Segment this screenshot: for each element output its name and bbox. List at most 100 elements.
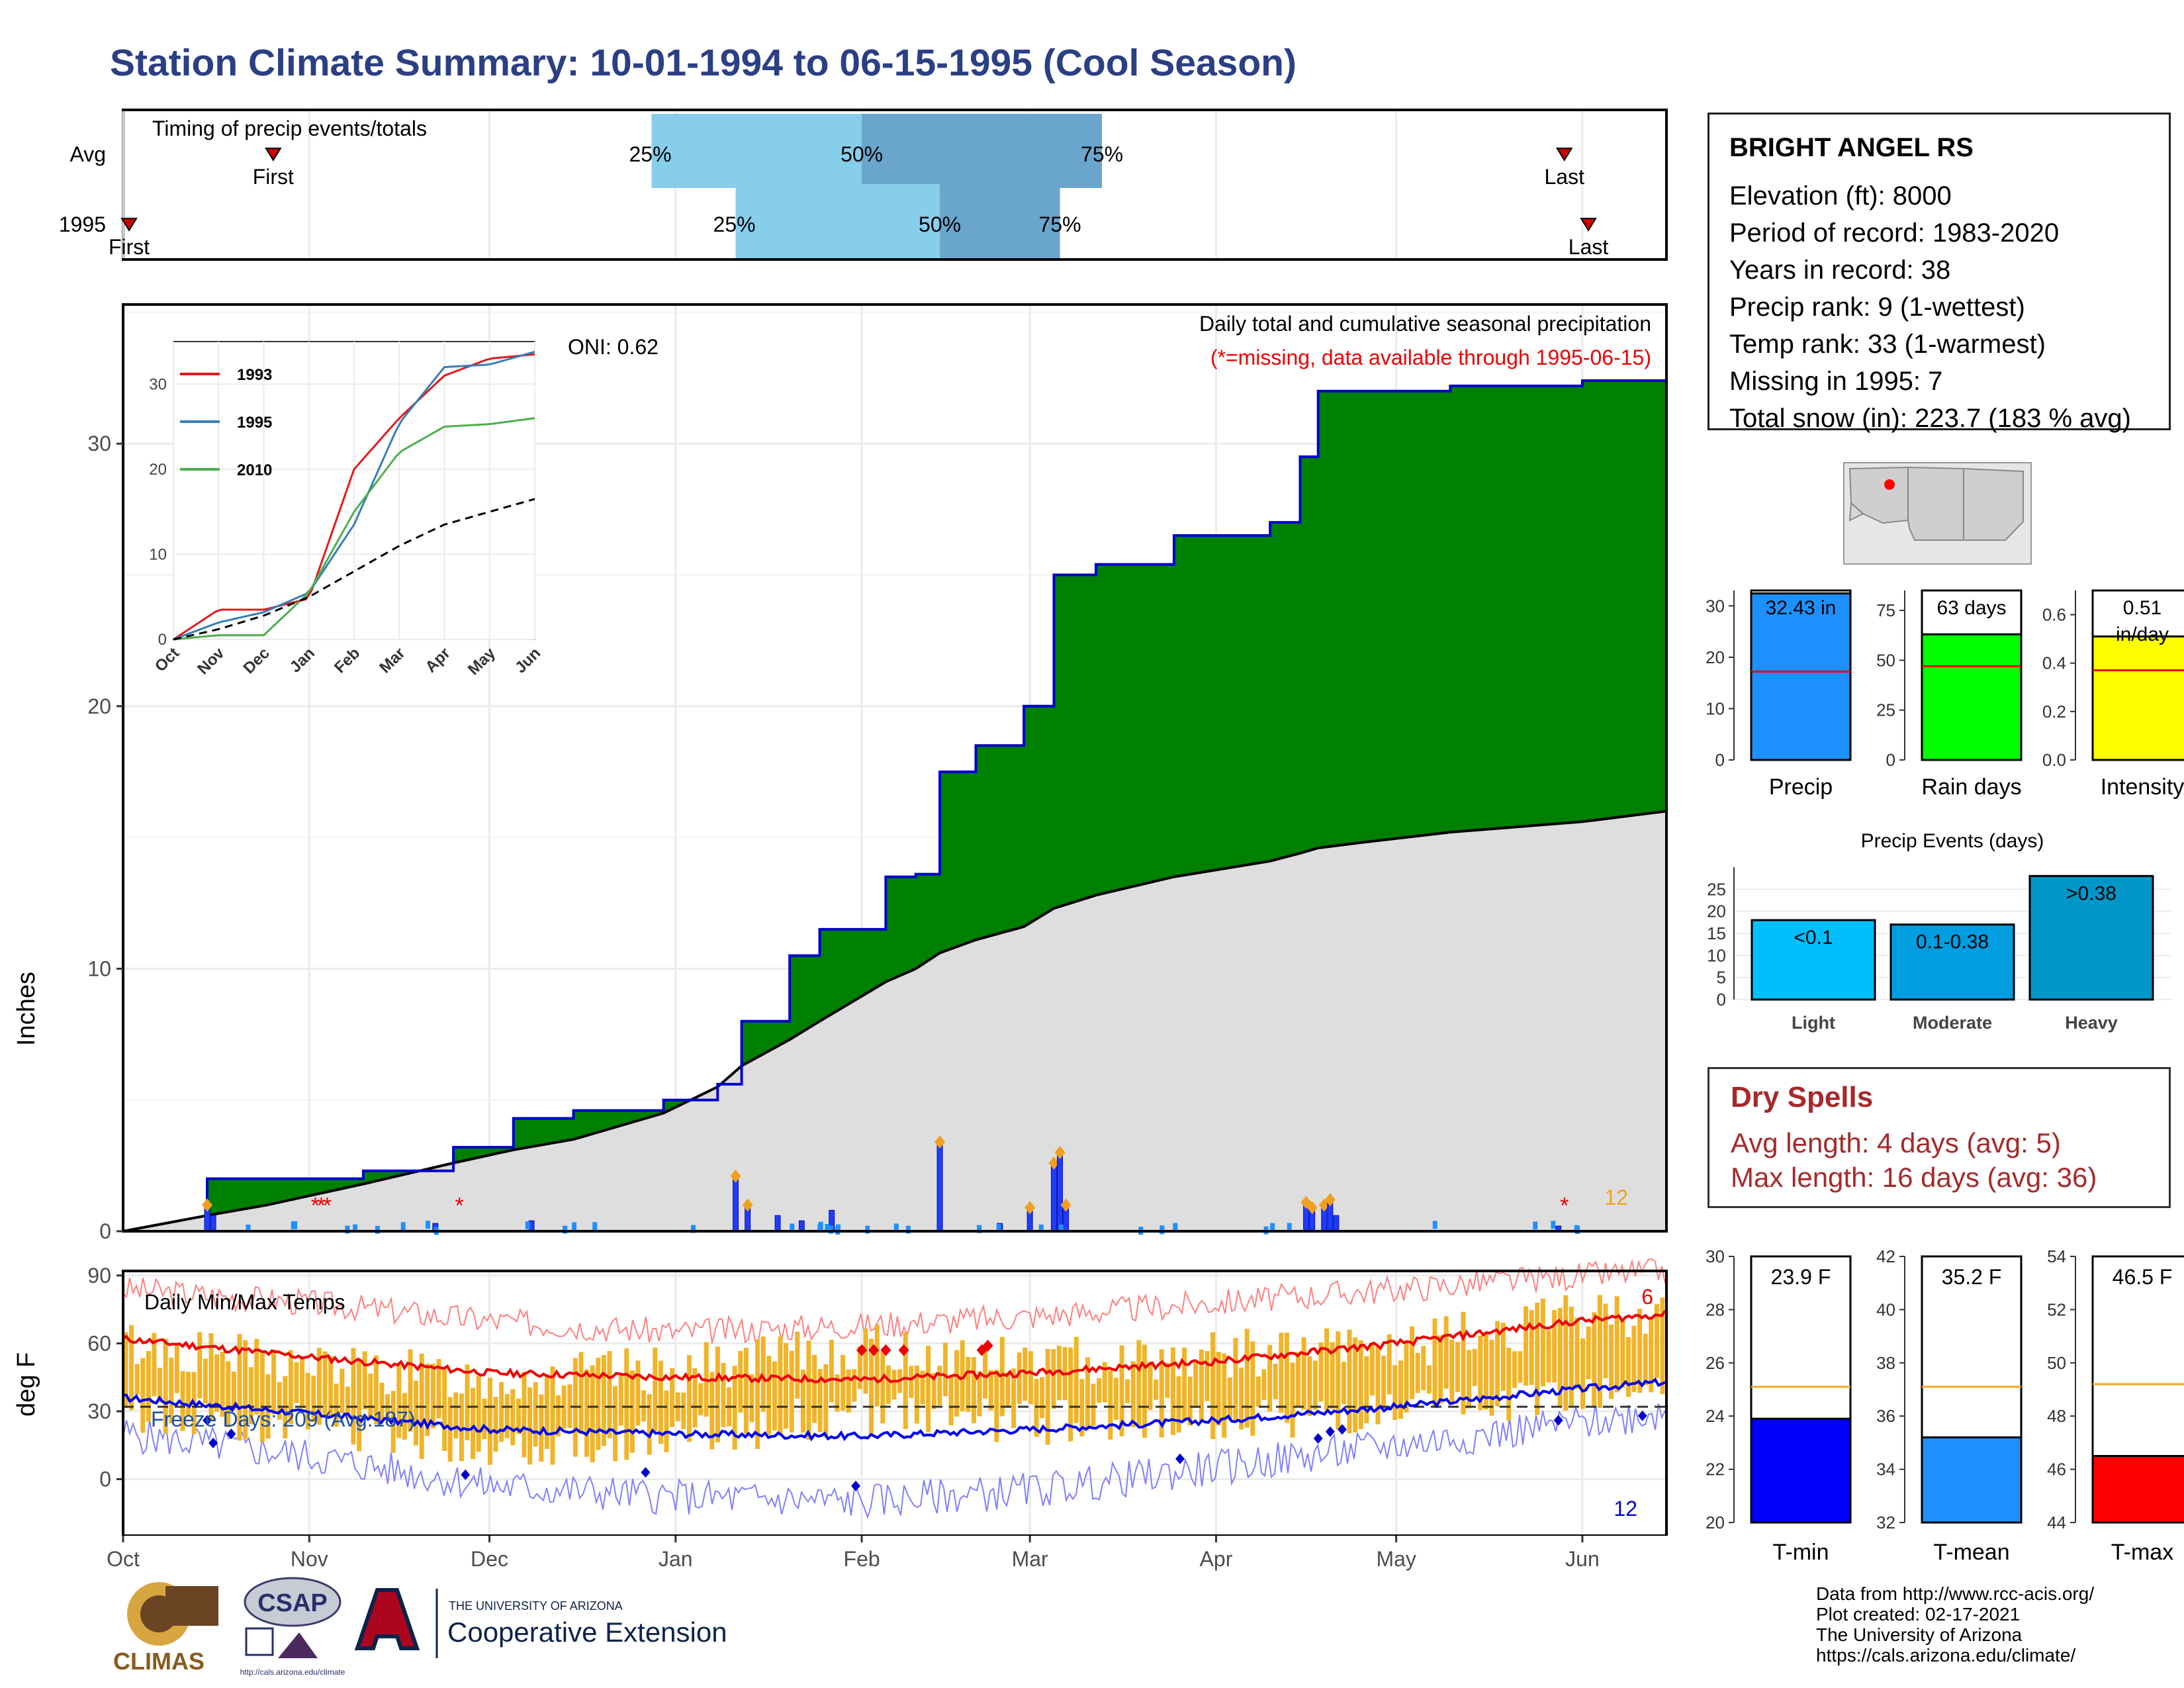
temp-ytick-label: 0 (99, 1468, 111, 1491)
ua-big-text: Cooperative Extension (447, 1617, 727, 1648)
temp-ytick-label: 60 (87, 1331, 111, 1355)
daily-precip-small-bar (246, 1224, 251, 1233)
daily-temp-range-bar (715, 1346, 720, 1442)
daily-temp-range-bar (180, 1371, 185, 1431)
daily-temp-range-bar (561, 1385, 567, 1429)
daily-temp-range-bar (334, 1383, 339, 1427)
inset-series-line (173, 417, 535, 641)
precip-events-chart: Precip Events (days) 0510152025<0.1Light… (1707, 830, 2171, 1033)
temp-ylabel: deg F (13, 1352, 40, 1417)
daily-precip-peak-marker (934, 1135, 946, 1149)
daily-precip-small-bar (825, 1223, 830, 1232)
daily-precip-small-bar (1574, 1225, 1579, 1233)
daily-temp-range-bar (493, 1397, 498, 1452)
daily-temp-range-bar (1097, 1378, 1102, 1403)
timing-q50-label: 50% (919, 212, 961, 236)
temp-summary-bar-tmax (2091, 1455, 2184, 1524)
daily-temp-range-bar (544, 1375, 549, 1449)
daily-temp-range-bar (1369, 1344, 1375, 1396)
daily-precip-small-bar (836, 1224, 841, 1233)
daily-temp-range-bar (1631, 1325, 1637, 1392)
precip-title: Daily total and cumulative seasonal prec… (1199, 312, 1651, 336)
daily-temp-range-bar (1091, 1383, 1096, 1427)
timing-box-upper (862, 114, 1103, 188)
daily-temp-range-bar (1113, 1378, 1118, 1420)
ua-small-text: THE UNIVERSITY OF ARIZONA (449, 1599, 623, 1613)
daily-temp-range-bar (1119, 1345, 1124, 1436)
daily-temp-range-bar (857, 1346, 862, 1389)
summary-ytick-label: 75 (1876, 600, 1895, 620)
dry-spells-max: Max length: 16 days (avg: 36) (1731, 1162, 2097, 1193)
summary-ytick-label: 10 (1706, 698, 1725, 718)
events-ytick-label: 20 (1707, 902, 1726, 921)
daily-temp-range-bar (340, 1368, 345, 1414)
month-label: Jan (659, 1547, 693, 1571)
daily-temp-range-bar (442, 1367, 447, 1451)
daily-temp-range-bar (1569, 1307, 1574, 1406)
dry-spells-avg: Avg length: 4 days (avg: 5) (1731, 1127, 2061, 1158)
temp-summary-ytick-label: 50 (2047, 1353, 2066, 1373)
daily-temp-range-bar (829, 1339, 834, 1403)
daily-precip-small-bar (375, 1225, 380, 1234)
daily-precip-peak-marker (1324, 1193, 1336, 1207)
timing-first-label: First (253, 165, 294, 189)
record-low-marker (1313, 1432, 1323, 1444)
station-temp-rank: Temp rank: 33 (1-warmest) (1729, 330, 2046, 359)
daily-precip-small-bar (1287, 1223, 1292, 1231)
csap-url: http://cals.arizona.edu/climate (240, 1667, 345, 1677)
average-precip-area (123, 811, 1666, 1231)
daily-temp-range-bar (988, 1370, 993, 1411)
daily-temp-range-bar (527, 1387, 533, 1465)
daily-precip-small-bar (525, 1221, 530, 1230)
daily-temp-range-bar (123, 1332, 128, 1408)
events-ytick-label: 15 (1707, 923, 1726, 943)
daily-temp-range-bar (1102, 1362, 1107, 1403)
daily-temp-range-bar (1130, 1361, 1136, 1427)
temp-summary-ytick-label: 40 (1876, 1299, 1895, 1319)
events-category-label: Moderate (1913, 1013, 1992, 1033)
daily-temp-range-bar (1233, 1338, 1238, 1421)
events-bar-label: 0.1-0.38 (1916, 931, 1989, 953)
daily-temp-range-bar (288, 1350, 293, 1425)
daily-temp-range-bar (1438, 1335, 1443, 1404)
daily-precip-peak-marker (1060, 1198, 1071, 1212)
summary-bar-intensity (2091, 635, 2184, 761)
daily-precip-bar (1050, 1162, 1057, 1232)
page-title: Station Climate Summary: 10-01-1994 to 0… (110, 42, 1297, 84)
record-low-marker (641, 1467, 651, 1478)
events-ytick-label: 25 (1707, 879, 1726, 899)
season-summary-bars: 0 10 20 30 32.43 in Precip 0 25 50 75 63 days Rain … (1706, 589, 2184, 800)
daily-temp-range-bar (134, 1364, 140, 1395)
record-low-marker (1338, 1424, 1347, 1435)
daily-temp-range-bar (220, 1351, 225, 1417)
daily-precip-small-bar (996, 1224, 1001, 1233)
daily-temp-range-bar (1011, 1368, 1017, 1429)
daily-temp-range-bar (1154, 1379, 1159, 1400)
daily-temp-range-bar (459, 1393, 464, 1462)
daily-temp-range-bar (1461, 1311, 1466, 1415)
daily-temp-range-bar (208, 1333, 214, 1421)
daily-temp-range-bar (408, 1349, 413, 1432)
daily-temp-range-bar (471, 1387, 476, 1460)
daily-temp-range-bar (1426, 1365, 1432, 1394)
daily-temp-range-bar (510, 1389, 516, 1446)
daily-temp-range-bar (1603, 1303, 1608, 1379)
station-name: BRIGHT ANGEL RS (1729, 133, 1974, 162)
temp-summary-ytick-label: 38 (1876, 1353, 1895, 1373)
daily-precip-bar (936, 1141, 943, 1232)
daily-temp-range-bar (1227, 1377, 1232, 1421)
daily-temp-range-bar (186, 1372, 191, 1416)
temp-summary-xlabel-tmin: T-min (1773, 1540, 1829, 1565)
record-low-marker (1553, 1415, 1563, 1426)
timing-q75-label: 75% (1039, 212, 1081, 236)
record-low-marker (226, 1429, 236, 1440)
month-label: Mar (1012, 1547, 1048, 1571)
daily-temp-range-bar (653, 1347, 658, 1431)
daily-precip-bar (774, 1215, 781, 1232)
daily-precip-peak-marker (730, 1169, 741, 1183)
daily-temp-range-bar (994, 1370, 999, 1442)
daily-precip-small-bar (425, 1221, 430, 1229)
precip-ylabel: Inches (13, 972, 40, 1046)
temp-summary-ytick-label: 42 (1876, 1246, 1895, 1266)
daily-temp-range-bar (1415, 1352, 1420, 1393)
